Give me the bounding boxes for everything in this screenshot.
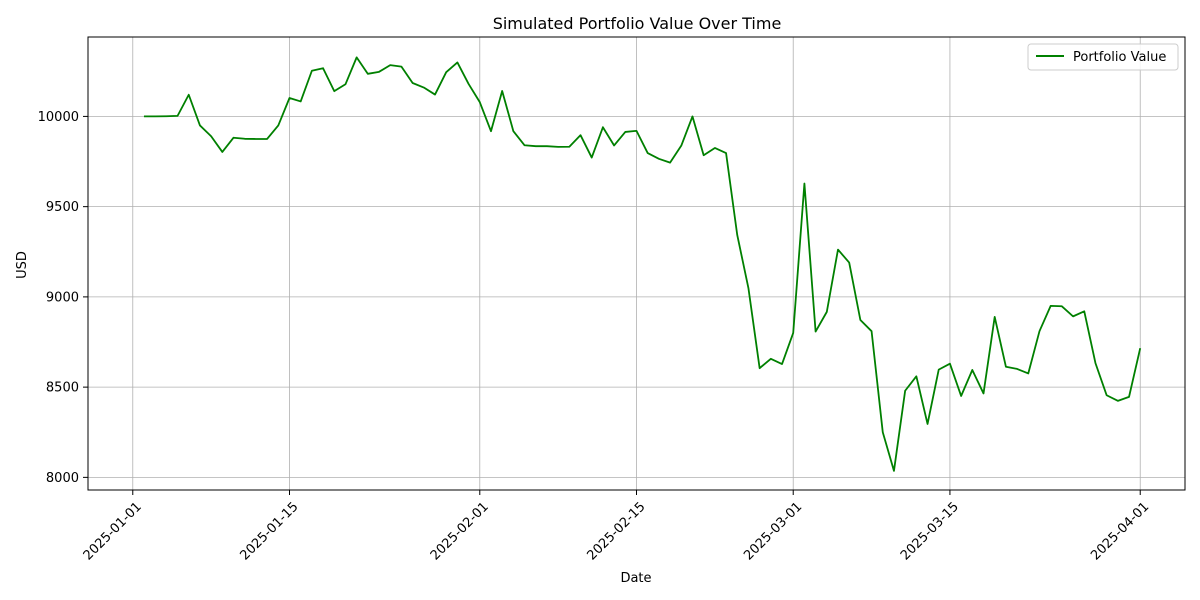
series-line-portfolio-value [143,56,1142,472]
y-tick-label: 10000 [38,110,79,125]
y-tick-label: 8000 [46,471,79,486]
y-tick-label: 9000 [46,290,79,305]
y-tick-label: 9500 [46,200,79,215]
x-axis-title: Date [620,571,651,586]
chart-title: Simulated Portfolio Value Over Time [493,14,782,33]
legend-label-portfolio-value: Portfolio Value [1073,50,1166,65]
y-axis-ticks: 8000 8500 9000 9500 10000 [38,110,88,486]
y-axis-title: USD [15,251,30,279]
legend-frame [1027,43,1179,71]
series-layer [143,56,1142,472]
grid-lines [88,37,1185,490]
legend: Portfolio Value [1027,43,1179,71]
y-tick-label: 8500 [46,381,79,396]
